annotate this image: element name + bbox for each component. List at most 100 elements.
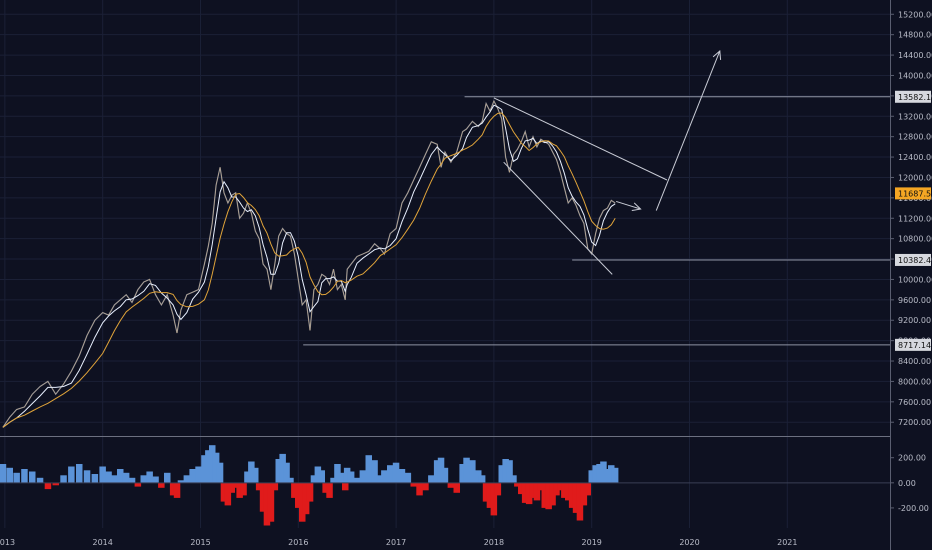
oscillator-bar[interactable] xyxy=(201,455,208,483)
oscillator-bar[interactable] xyxy=(557,482,564,491)
oscillator-bar[interactable] xyxy=(342,482,349,491)
oscillator-bar[interactable] xyxy=(122,472,130,483)
oscillator-bar[interactable] xyxy=(36,477,44,483)
oscillator-bar[interactable] xyxy=(279,453,286,483)
oscillator-bar[interactable] xyxy=(404,472,412,483)
oscillator-bar[interactable] xyxy=(13,472,20,483)
oscillator-bar[interactable] xyxy=(498,465,506,483)
oscillator-bar[interactable] xyxy=(596,464,603,483)
oscillator-bar[interactable] xyxy=(146,471,153,483)
oscillator-bar[interactable] xyxy=(478,475,486,483)
moving-average-fast[interactable] xyxy=(2,104,616,428)
oscillator-bar[interactable] xyxy=(44,482,52,490)
oscillator-bar[interactable] xyxy=(83,470,91,483)
oscillator-bar[interactable] xyxy=(347,471,355,483)
oscillator-bar[interactable] xyxy=(533,482,541,501)
moving-average-slow[interactable] xyxy=(2,112,616,428)
oscillator-bar[interactable] xyxy=(441,467,449,483)
upper-channel-line[interactable] xyxy=(493,97,668,181)
oscillator-bar[interactable] xyxy=(541,482,549,508)
oscillator-bar[interactable] xyxy=(398,469,406,483)
oscillator-bar[interactable] xyxy=(459,464,466,483)
oscillator-bar[interactable] xyxy=(244,471,251,483)
oscillator-bar[interactable] xyxy=(128,477,136,483)
oscillator-bar[interactable] xyxy=(463,457,470,483)
oscillator-bar[interactable] xyxy=(359,470,367,483)
oscillator-bar[interactable] xyxy=(428,475,435,483)
oscillator-bar[interactable] xyxy=(447,482,455,488)
oscillator-bar[interactable] xyxy=(248,461,255,483)
oscillator-bar[interactable] xyxy=(140,475,148,483)
trend-drawings[interactable] xyxy=(303,49,890,346)
oscillator-bar[interactable] xyxy=(195,466,202,483)
oscillator-bar[interactable] xyxy=(60,475,67,483)
oscillator-bar[interactable] xyxy=(584,482,592,496)
oscillator-bar[interactable] xyxy=(212,452,220,483)
oscillator-bar[interactable] xyxy=(29,471,36,483)
oscillator-bar[interactable] xyxy=(164,472,171,483)
oscillator-bar[interactable] xyxy=(271,482,279,491)
oscillator-bar[interactable] xyxy=(365,455,373,483)
oscillator-bar[interactable] xyxy=(295,482,302,508)
oscillator-bar[interactable] xyxy=(287,477,294,483)
oscillator-bar[interactable] xyxy=(392,462,400,483)
oscillator-pane[interactable] xyxy=(0,445,890,526)
oscillator-bar[interactable] xyxy=(490,482,498,516)
oscillator-bar[interactable] xyxy=(486,482,494,508)
oscillator-bar[interactable] xyxy=(310,475,318,483)
oscillator-bar[interactable] xyxy=(68,466,75,483)
oscillator-bar[interactable] xyxy=(525,482,533,505)
oscillator-bar[interactable] xyxy=(21,469,28,483)
oscillator-bar[interactable] xyxy=(299,482,306,522)
oscillator-bar[interactable] xyxy=(259,482,267,512)
oscillator-bar[interactable] xyxy=(553,482,560,496)
time-scale[interactable]: 2013 2014 2015 2016 2017 2018 2019 2020 2021 xyxy=(0,538,797,547)
oscillator-bar[interactable] xyxy=(381,470,388,483)
oscillator-bar[interactable] xyxy=(494,482,502,496)
oscillator-bar[interactable] xyxy=(549,482,556,506)
oscillator-bar[interactable] xyxy=(105,471,112,483)
oscillator-bar[interactable] xyxy=(510,475,517,483)
oscillator-bar[interactable] xyxy=(506,460,513,483)
oscillator-bar[interactable] xyxy=(353,477,361,483)
oscillator-bar[interactable] xyxy=(236,482,243,498)
oscillator-bar[interactable] xyxy=(330,477,337,483)
oscillator-bar[interactable] xyxy=(302,482,310,515)
oscillator-bar[interactable] xyxy=(371,460,378,483)
oscillator-bar[interactable] xyxy=(169,482,177,496)
oscillator-bar[interactable] xyxy=(291,482,298,498)
oscillator-bar[interactable] xyxy=(275,459,283,483)
oscillator-bar[interactable] xyxy=(240,482,247,496)
oscillator-bar[interactable] xyxy=(6,467,14,483)
oscillator-bar[interactable] xyxy=(334,464,341,483)
oscillator-bar[interactable] xyxy=(152,476,159,483)
oscillator-bar[interactable] xyxy=(576,482,584,521)
oscillator-scale[interactable]: 200.00 0.00 -200.00 xyxy=(890,454,929,513)
oscillator-bar[interactable] xyxy=(537,482,545,491)
oscillator-bar[interactable] xyxy=(216,462,224,483)
oscillator-bar[interactable] xyxy=(518,482,525,495)
forecast-arrow-long[interactable] xyxy=(655,50,721,211)
oscillator-bar[interactable] xyxy=(189,469,196,483)
oscillator-bar[interactable] xyxy=(469,460,476,483)
oscillator-bar[interactable] xyxy=(228,482,236,493)
oscillator-bar[interactable] xyxy=(326,482,333,498)
oscillator-bar[interactable] xyxy=(318,470,326,483)
oscillator-bar[interactable] xyxy=(600,461,607,483)
price-pane[interactable] xyxy=(2,99,616,428)
oscillator-bar[interactable] xyxy=(529,482,537,498)
oscillator-bar[interactable] xyxy=(183,475,191,483)
oscillator-bar[interactable] xyxy=(173,482,181,498)
oscillator-bar[interactable] xyxy=(568,482,576,508)
oscillator-bar[interactable] xyxy=(416,482,423,496)
oscillator-bar[interactable] xyxy=(0,464,7,483)
oscillator-bar[interactable] xyxy=(437,457,445,483)
oscillator-bar[interactable] xyxy=(514,482,521,487)
oscillator-bar[interactable] xyxy=(377,475,384,483)
oscillator-bar[interactable] xyxy=(205,450,212,483)
oscillator-bar[interactable] xyxy=(422,482,429,491)
oscillator-bar[interactable] xyxy=(611,467,619,483)
oscillator-bar[interactable] xyxy=(322,482,329,493)
lower-channel-line[interactable] xyxy=(503,161,613,275)
